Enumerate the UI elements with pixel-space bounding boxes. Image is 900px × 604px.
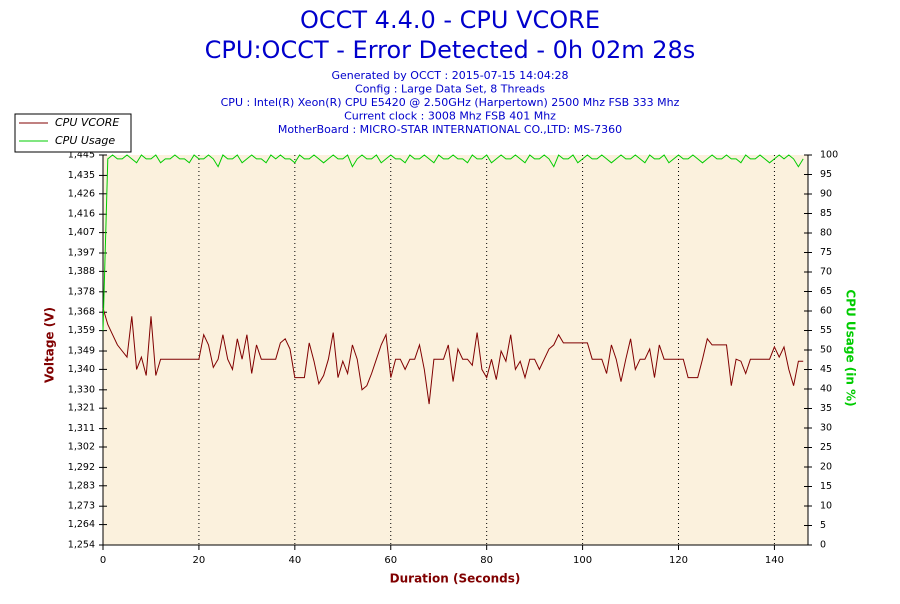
x-tick-label: 60 (384, 555, 397, 566)
y2-tick-label: 0 (820, 540, 826, 551)
y2-tick-label: 30 (820, 423, 832, 434)
info-line: Current clock : 3008 Mhz FSB 401 Mhz (344, 110, 556, 123)
y2-tick-label: 45 (820, 364, 832, 375)
y2-tick-label: 95 (820, 169, 832, 180)
y-tick-label: 1,435 (68, 170, 95, 181)
x-tick-label: 120 (669, 555, 688, 566)
y2-tick-label: 50 (820, 345, 832, 356)
y2-tick-label: 80 (820, 228, 832, 239)
legend-box (14, 113, 132, 153)
y-tick-label: 1,311 (68, 423, 95, 434)
y2-tick-label: 85 (820, 208, 832, 219)
y2-tick-label: 75 (820, 247, 832, 258)
y2-tick-label: 40 (820, 384, 832, 395)
plot-area (103, 155, 808, 545)
y-tick-label: 1,283 (68, 480, 95, 491)
y2-tick-label: 70 (820, 267, 832, 278)
y-tick-label: 1,426 (68, 188, 95, 199)
y-tick-label: 1,359 (68, 325, 95, 336)
y-tick-label: 1,330 (68, 384, 95, 395)
y-tick-label: 1,349 (68, 346, 95, 357)
y2-tick-label: 55 (820, 325, 832, 336)
legend-label: CPU VCORE (55, 116, 119, 129)
y-tick-label: 1,273 (68, 501, 95, 512)
chart-title: OCCT 4.4.0 - CPU VCORE (300, 6, 600, 34)
y-tick-label: 1,254 (68, 540, 95, 551)
info-line: MotherBoard : MICRO-STAR INTERNATIONAL C… (278, 123, 622, 136)
chart-subtitle: CPU:OCCT - Error Detected - 0h 02m 28s (205, 36, 696, 64)
y-tick-label: 1,321 (68, 403, 95, 414)
legend-label: CPU Usage (55, 134, 115, 147)
x-tick-label: 80 (480, 555, 493, 566)
x-tick-label: 140 (765, 555, 784, 566)
y-tick-label: 1,407 (68, 227, 95, 238)
x-tick-label: 20 (193, 555, 206, 566)
y2-tick-label: 10 (820, 501, 832, 512)
x-tick-label: 0 (100, 555, 106, 566)
x-axis-label: Duration (Seconds) (390, 572, 521, 586)
y-tick-label: 1,445 (68, 150, 95, 161)
y-tick-label: 1,340 (68, 364, 95, 375)
y2-tick-label: 35 (820, 403, 832, 414)
y-tick-label: 1,264 (68, 519, 95, 530)
info-line: CPU : Intel(R) Xeon(R) CPU E5420 @ 2.50G… (221, 96, 680, 109)
y-tick-label: 1,368 (68, 307, 95, 318)
y2-tick-label: 15 (820, 481, 832, 492)
y2-tick-label: 65 (820, 286, 832, 297)
x-tick-label: 100 (573, 555, 592, 566)
info-line: Generated by OCCT : 2015-07-15 14:04:28 (331, 69, 568, 82)
y2-axis-label: CPU Usage (in %) (844, 289, 858, 406)
info-line: Config : Large Data Set, 8 Threads (355, 83, 545, 96)
y2-tick-label: 20 (820, 462, 832, 473)
y2-tick-label: 90 (820, 189, 832, 200)
y-tick-label: 1,397 (68, 248, 95, 259)
y-tick-label: 1,388 (68, 266, 95, 277)
y2-tick-label: 25 (820, 442, 832, 453)
y2-tick-label: 60 (820, 306, 832, 317)
x-tick-label: 40 (288, 555, 301, 566)
series-line (102, 154, 804, 331)
y2-tick-label: 5 (820, 520, 826, 531)
y-tick-label: 1,416 (68, 209, 95, 220)
y-tick-label: 1,302 (68, 441, 95, 452)
y-tick-label: 1,378 (68, 286, 95, 297)
series-line (102, 307, 804, 405)
y-axis-label: Voltage (V) (43, 307, 57, 383)
y2-tick-label: 100 (820, 150, 838, 161)
y-tick-label: 1,292 (68, 462, 95, 473)
